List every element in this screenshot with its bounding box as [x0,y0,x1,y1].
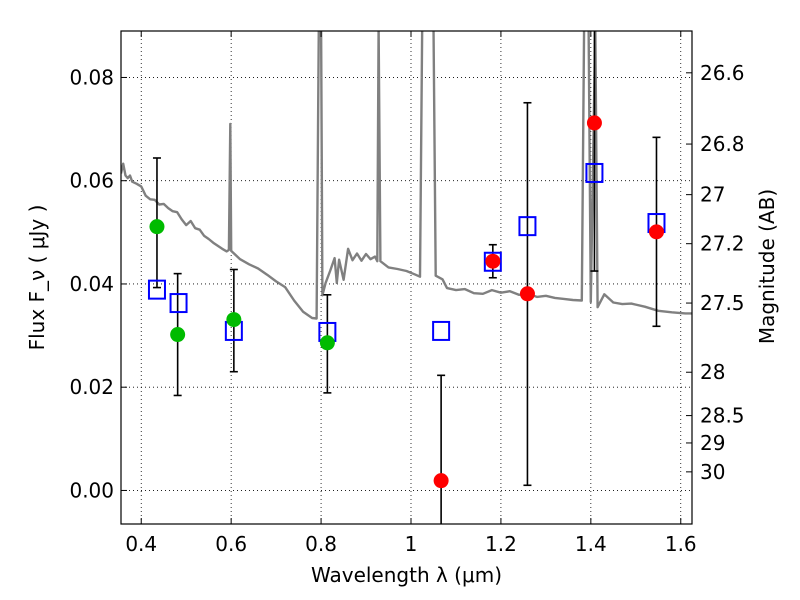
y-axis-label: Flux F_ν ( μJy ) [25,205,49,351]
filled-circle-point [519,286,535,302]
plot-frame [120,30,693,525]
x-tick-label: 0.4 [125,532,157,556]
open-square-point [147,279,166,300]
right-axis-label: Magnitude (AB) [755,189,779,344]
filled-circle-point [170,327,186,343]
filled-circle-point [433,473,449,489]
filled-circle-point [586,115,602,131]
mag-tick-label: 30 [700,460,725,484]
x-tick-label: 1.4 [575,532,607,556]
model-spectrum [121,31,692,320]
mag-tick-label: 26.8 [700,132,745,156]
x-tick-label: 0.6 [215,532,247,556]
filled-circle-point [648,224,664,240]
y-tick-label: 0.06 [69,169,114,193]
filled-circle-point [485,253,501,269]
mag-tick-label: 28.5 [700,404,745,428]
x-tick-label: 1 [405,532,418,556]
open-square-point [432,320,451,341]
x-tick-label: 1.6 [665,532,697,556]
x-tick-label: 1.2 [485,532,517,556]
filled-circle-point [319,335,335,351]
open-square-point [585,162,604,183]
spectrum-line [121,31,692,320]
data-markers [147,115,666,489]
grid-lines [121,31,692,524]
filled-circle-point [149,219,165,235]
y-tick-label: 0.08 [69,65,114,89]
filled-circle-point [226,312,242,328]
mag-tick-label: 27 [700,183,725,207]
open-square-point [518,216,537,237]
open-square-point [483,251,502,272]
axis-ticks: 0.4 0.6 0.8 1 1.2 1.4 1.6 0.00 0.02 0.04 0.06 0.08 2… [69,31,745,556]
mag-tick-label: 29 [700,431,725,455]
mag-tick-label: 27.2 [700,232,745,256]
y-tick-label: 0.04 [69,272,114,296]
mag-tick-label: 28 [700,360,725,384]
mag-tick-label: 27.5 [700,291,745,315]
y-tick-label: 0.00 [69,478,114,502]
x-tick-label: 0.8 [305,532,337,556]
mag-tick-label: 26.6 [700,61,745,85]
open-square-point [169,293,188,314]
y-tick-label: 0.02 [69,375,114,399]
x-axis-label: Wavelength λ (μm) [311,563,502,587]
